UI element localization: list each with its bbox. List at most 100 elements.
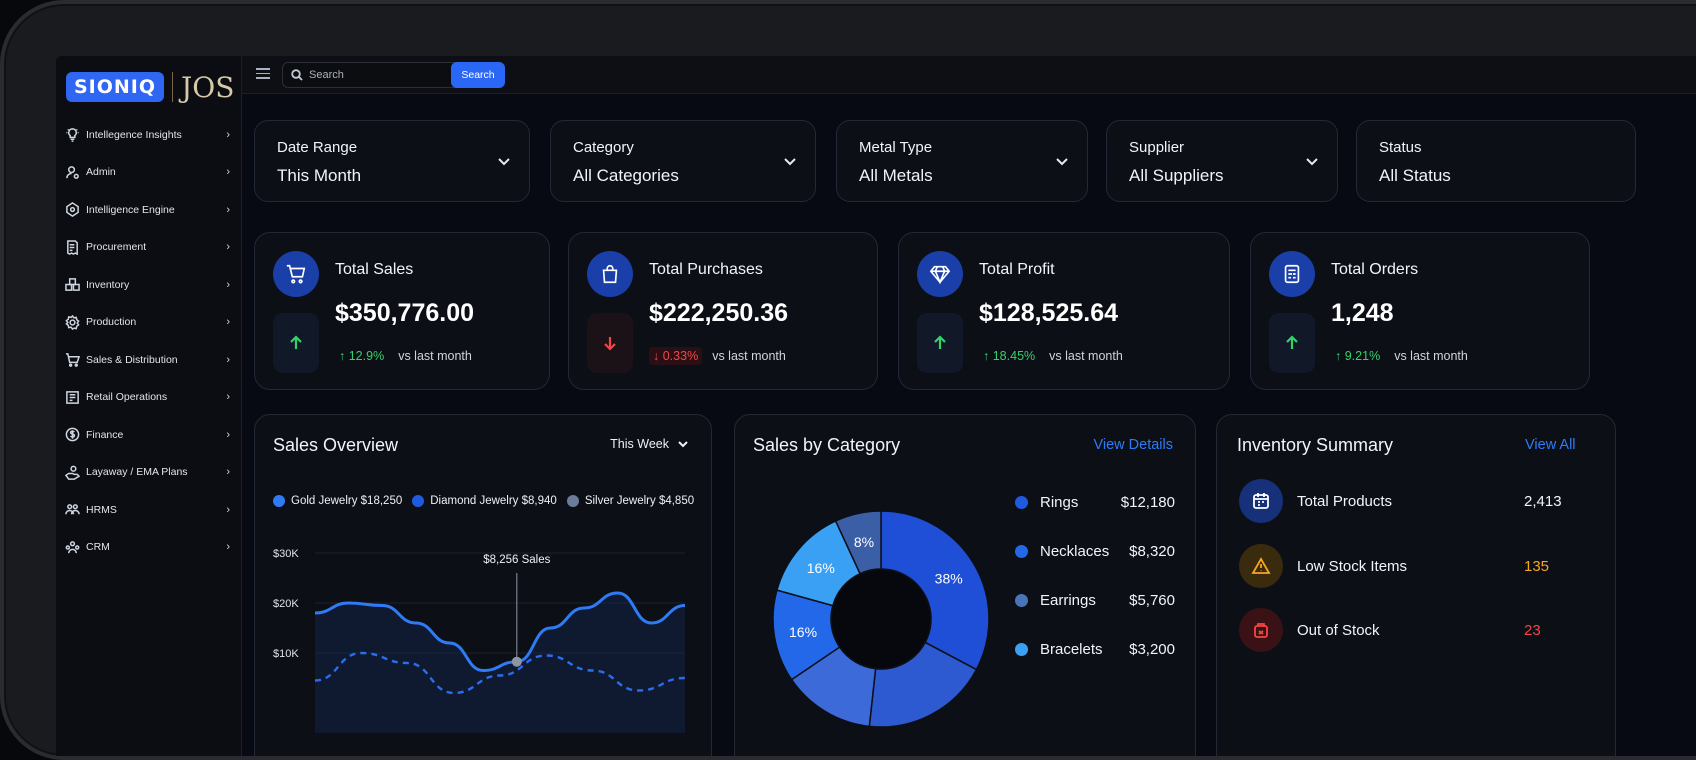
category-value: $5,760 [1129, 591, 1175, 609]
gold-series-line[interactable] [314, 591, 686, 673]
period-select-value: This Week [610, 437, 669, 451]
legend-swatch [412, 495, 425, 507]
lightbulb-icon [64, 127, 80, 143]
sidebar-item-procurement[interactable]: Procurement › [56, 229, 242, 267]
sidebar-item-label: CRM [86, 541, 110, 554]
filter-value: All Suppliers [1129, 166, 1224, 185]
chevron-down-icon [783, 154, 796, 166]
sidebar-item-admin[interactable]: Admin › [56, 154, 242, 192]
tooltip-label: $8,256 Sales [483, 554, 550, 566]
filter-label: Date Range [277, 139, 358, 156]
category-swatch [1015, 642, 1028, 656]
brand-logo[interactable]: SIONIQ JOS [66, 70, 238, 104]
category-row-rings[interactable]: Rings $12,180 [1015, 490, 1175, 514]
search-input[interactable] [309, 69, 459, 81]
tooltip-point[interactable] [511, 656, 522, 667]
inventory-value: 23 [1524, 621, 1541, 639]
stock-box-icon [1239, 608, 1283, 652]
filter-value: All Metals [859, 166, 933, 185]
arrow-up-icon [917, 313, 963, 373]
inventory-row-out-of-stock[interactable]: Out of Stock 23 [1239, 607, 1579, 653]
donut-slice-label: 38% [935, 570, 963, 586]
inventory-row-total-products[interactable]: Total Products 2,413 [1239, 478, 1579, 524]
kpi-total-sales: Total Sales $350,776.00 ↑ 12.9% vs last … [254, 232, 550, 390]
filter-status[interactable]: Status All Status [1356, 120, 1636, 202]
chevron-right-icon: › [226, 128, 230, 141]
chevron-down-icon [1055, 154, 1068, 166]
kpi-title: Total Sales [335, 261, 414, 278]
panel-inventory-summary: Inventory Summary View All Total Product… [1216, 414, 1616, 756]
sidebar-item-sales-distribution[interactable]: Sales & Distribution › [56, 341, 242, 379]
warning-icon [1239, 544, 1283, 588]
kpi-delta: ↑ 12.9% vs last month [335, 347, 472, 365]
cart-icon [273, 251, 319, 297]
category-name: Bracelets [1040, 640, 1103, 658]
sidebar-item-intellegence-insights[interactable]: Intellegence Insights › [56, 116, 242, 154]
kpi-title: Total Orders [1331, 261, 1419, 278]
boxes-icon [64, 277, 80, 293]
inventory-value: 135 [1524, 557, 1550, 575]
kpi-delta: ↓ 0.33% vs last month [649, 347, 786, 365]
filter-label: Metal Type [859, 139, 933, 156]
kpi-title: Total Profit [979, 261, 1055, 278]
chevron-down-icon [497, 154, 510, 166]
sidebar-item-hrms[interactable]: HRMS › [56, 491, 242, 529]
view-all-link[interactable]: View All [1525, 437, 1576, 453]
sidebar-item-label: Admin [86, 166, 116, 179]
filter-category[interactable]: Category All Categories [550, 120, 816, 202]
sidebar-item-intelligence-engine[interactable]: Intelligence Engine › [56, 191, 242, 229]
logo-sioniq: SIONIQ [66, 72, 165, 102]
category-swatch [1015, 593, 1028, 607]
y-tick-label: $20K [273, 598, 299, 610]
sidebar-item-production[interactable]: Production › [56, 304, 242, 342]
filter-metal-type[interactable]: Metal Type All Metals [836, 120, 1088, 202]
donut-hole [832, 570, 930, 668]
category-row-necklaces[interactable]: Necklaces $8,320 [1015, 539, 1175, 563]
diamond-series-line[interactable] [314, 651, 686, 695]
legend-item-diamond[interactable]: Diamond Jewelry $8,940 [412, 495, 557, 507]
panel-sales-by-category: Sales by Category View Details 38% 16% 16%… [734, 414, 1196, 756]
sidebar: SIONIQ JOS Intellegence Insights › Admin… [56, 56, 242, 756]
sidebar-item-inventory[interactable]: Inventory › [56, 266, 242, 304]
category-donut-chart[interactable]: 38% 16% 16% 8% [755, 475, 1015, 735]
legend-item-silver[interactable]: Silver Jewelry $4,850 [566, 495, 694, 507]
sidebar-item-retail-operations[interactable]: Retail Operations › [56, 379, 242, 417]
inventory-row-low-stock[interactable]: Low Stock Items 135 [1239, 543, 1579, 589]
sales-line-chart[interactable]: $30K $20K $10K $8,256 Sales [255, 533, 712, 733]
donut-slice-label: 16% [789, 624, 817, 640]
donut-slice[interactable] [834, 510, 882, 575]
arrow-up-icon [1269, 313, 1315, 373]
gold-series-area [315, 593, 685, 733]
sidebar-item-label: Finance [86, 428, 124, 441]
chevron-right-icon: › [226, 316, 230, 329]
sidebar-item-finance[interactable]: Finance › [56, 416, 242, 454]
sidebar-item-crm[interactable]: CRM › [56, 529, 242, 567]
y-tick-label: $30K [273, 548, 299, 560]
chevron-right-icon: › [226, 203, 230, 216]
view-details-link[interactable]: View Details [1093, 437, 1173, 453]
sidebar-item-label: Intelligence Engine [86, 203, 175, 216]
delta-caption: vs last month [1049, 349, 1123, 363]
kpi-value: $222,250.36 [649, 299, 789, 327]
arrow-up-icon [273, 313, 319, 373]
kpi-title: Total Purchases [649, 261, 763, 278]
legend-item-gold[interactable]: Gold Jewelry $18,250 [273, 495, 402, 507]
category-value: $8,320 [1129, 542, 1175, 560]
menu-icon[interactable] [256, 68, 270, 80]
search-button[interactable]: Search [451, 62, 505, 88]
filter-label: Supplier [1129, 139, 1185, 156]
sidebar-item-layaway-ema-plans[interactable]: Layaway / EMA Plans › [56, 454, 242, 492]
category-row-bracelets[interactable]: Bracelets $3,200 [1015, 637, 1175, 661]
filter-supplier[interactable]: Supplier All Suppliers [1106, 120, 1338, 202]
filter-date-range[interactable]: Date Range This Month [254, 120, 530, 202]
kpi-value: 1,248 [1331, 299, 1394, 327]
kpi-total-profit: Total Profit $128,525.64 ↑ 18.45% vs las… [898, 232, 1230, 390]
period-select[interactable]: This Week [610, 437, 689, 451]
filter-value: This Month [277, 166, 362, 185]
kpi-value: $128,525.64 [979, 299, 1119, 327]
delta-percent: ↑ 18.45% [983, 349, 1036, 363]
kpi-delta: ↑ 18.45% vs last month [979, 347, 1123, 365]
category-value: $12,180 [1120, 493, 1175, 511]
category-row-earrings[interactable]: Earrings $5,760 [1015, 588, 1175, 612]
donut-slice[interactable] [880, 510, 990, 671]
